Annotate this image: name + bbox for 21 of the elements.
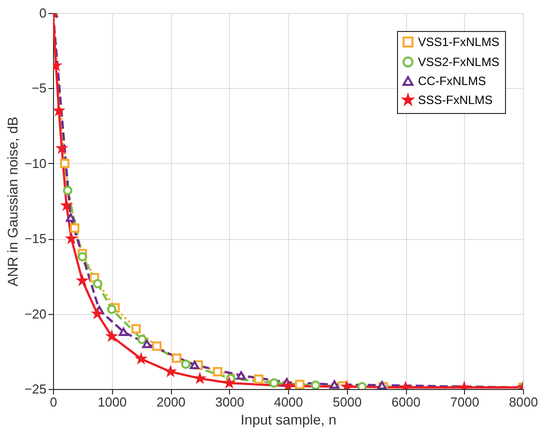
legend-label: VSS2-FxNLMS — [418, 55, 500, 69]
legend-label: SSS-FxNLMS — [418, 93, 493, 107]
y-tick-label: 0 — [39, 6, 46, 20]
x-tick-label: 1000 — [98, 394, 127, 410]
x-tick-label: 4000 — [274, 394, 303, 410]
x-axis-title: Input sample, n — [240, 412, 336, 428]
legend-label: CC-FxNLMS — [418, 74, 486, 88]
x-tick-label: 5000 — [332, 394, 362, 410]
legend-label: VSS1-FxNLMS — [418, 35, 500, 49]
x-tick-label: 8000 — [509, 394, 538, 410]
y-tick-label: −20 — [24, 306, 46, 322]
x-tick-label: 3000 — [215, 394, 244, 410]
x-tick-label: 6000 — [392, 394, 420, 410]
y-axis-title: ANR in Gaussian noise, dB — [4, 116, 20, 286]
x-tick-label: 0 — [50, 394, 58, 410]
y-tick-label: −10 — [24, 156, 46, 171]
x-tick-label: 7000 — [450, 394, 480, 410]
y-tick-label: −5 — [32, 80, 46, 96]
y-tick-label: −15 — [24, 231, 46, 246]
x-tick-label: 2000 — [156, 394, 186, 410]
y-tick-label: −25 — [24, 382, 46, 396]
